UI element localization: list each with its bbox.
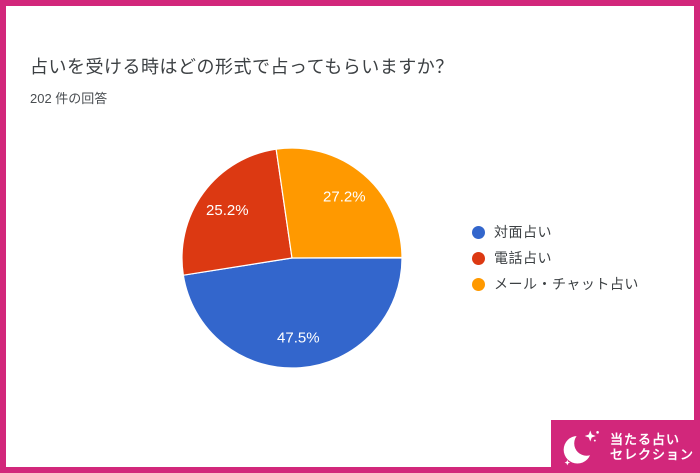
- legend-bullet-icon: [472, 277, 485, 291]
- chart-legend: 対面占い 電話占い メール・チャット占い: [472, 219, 639, 297]
- legend-bullet-icon: [472, 251, 485, 265]
- response-count: 202 件の回答: [30, 91, 108, 106]
- pie-slice-label-1: 25.2%: [206, 202, 249, 219]
- pie-slice-0: [182, 257, 402, 368]
- legend-label: 電話占い: [494, 250, 552, 266]
- legend-label: メール・チャット占い: [494, 276, 639, 292]
- legend-item-mail-chat: メール・チャット占い: [472, 271, 639, 297]
- legend-item-denwa: 電話占い: [472, 245, 639, 271]
- page-title: 占いを受ける時はどの形式で占ってもらいますか？: [30, 57, 454, 77]
- pie-chart-svg: 47.5% 25.2% 27.2%: [182, 148, 402, 368]
- pie-slice-1: [182, 148, 293, 276]
- site-logo-badge: 当たる占い セレクション: [551, 420, 700, 473]
- badge-text: 当たる占い セレクション: [610, 432, 694, 462]
- legend-bullet-icon: [472, 225, 485, 239]
- pie-slice-2: [275, 148, 402, 259]
- badge-line1: 当たる占い: [610, 431, 681, 447]
- badge-line2: セレクション: [610, 446, 695, 462]
- pie-slice-label-2: 27.2%: [323, 189, 366, 206]
- legend-label: 対面占い: [494, 224, 552, 240]
- crescent-moon-with-sparkles-icon: [563, 430, 599, 465]
- pie-slice-label-0: 47.5%: [277, 330, 320, 347]
- legend-item-taimen: 対面占い: [472, 219, 639, 245]
- pie-chart: 47.5% 25.2% 27.2%: [182, 148, 402, 368]
